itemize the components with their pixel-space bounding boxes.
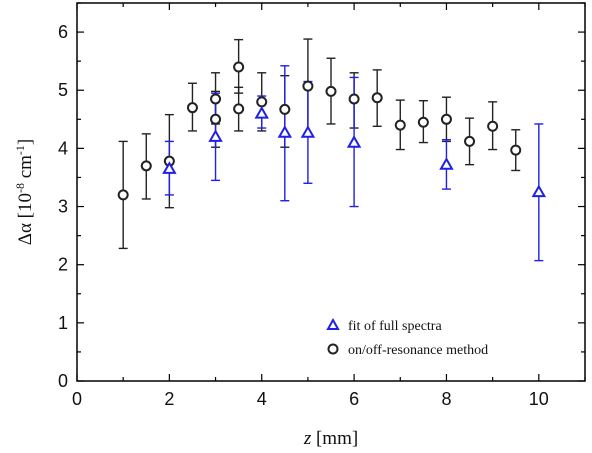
error-bars [118, 38, 544, 262]
x-tick-label: 2 [164, 389, 174, 409]
x-tick-labels: 0 2 4 6 8 10 [72, 389, 549, 409]
x-axis-label: z [mm] [303, 428, 358, 449]
data-point-triangle [162, 161, 177, 174]
x-tick-label: 10 [529, 389, 549, 409]
data-point-circle [510, 144, 522, 156]
data-point-circle [325, 85, 337, 97]
y-tick-label: 2 [58, 255, 68, 275]
data-point-circle [140, 160, 152, 172]
legend-label-onoff: on/off-resonance method [348, 343, 488, 358]
x-tick-label: 0 [72, 389, 82, 409]
plot-frame [76, 2, 586, 382]
data-point-circle [417, 116, 429, 128]
data-point-circle [279, 103, 291, 115]
y-tick-label: 0 [58, 371, 68, 391]
data-point-circle [348, 93, 360, 105]
data-point-circle [210, 113, 222, 125]
data-point-triangle [439, 157, 454, 170]
data-point-triangle [277, 125, 293, 138]
legend-circle-marker [327, 343, 339, 355]
x-tick-label: 8 [441, 389, 451, 409]
x-tick-label: 6 [349, 389, 359, 409]
data-point-circle [210, 93, 222, 105]
y-tick-label: 6 [58, 22, 68, 42]
data-point-circle [117, 189, 129, 201]
y-tick-label: 5 [58, 80, 68, 100]
x-tick-label: 4 [257, 389, 267, 409]
legend-label-fit: fit of full spectra [348, 319, 442, 334]
data-point-circle [186, 102, 198, 114]
axis-ticks [76, 2, 586, 382]
data-point-triangle [254, 105, 269, 119]
data-point-circle [440, 113, 452, 125]
y-tick-label: 4 [58, 138, 68, 158]
y-tick-labels: 0 1 2 3 4 5 6 [58, 22, 68, 391]
data-point-circle [233, 103, 245, 115]
data-point-circle [302, 80, 314, 92]
legend: fit of full spectra on/off-resonance met… [326, 317, 488, 358]
data-point-circle [233, 61, 245, 73]
data-point-triangle [300, 125, 316, 138]
y-tick-label: 1 [58, 313, 68, 333]
data-markers [117, 61, 547, 201]
data-point-triangle [346, 135, 362, 148]
data-point-circle [487, 120, 499, 132]
data-point-triangle [531, 184, 547, 198]
data-point-triangle [208, 129, 223, 142]
data-point-circle [371, 92, 383, 104]
data-point-circle [394, 119, 406, 131]
y-tick-label: 3 [58, 197, 68, 217]
data-point-circle [256, 96, 268, 108]
data-point-circle [464, 135, 476, 147]
y-axis-label: Δα [10-8 cm-1] [13, 139, 36, 246]
legend-triangle-marker [326, 317, 340, 330]
